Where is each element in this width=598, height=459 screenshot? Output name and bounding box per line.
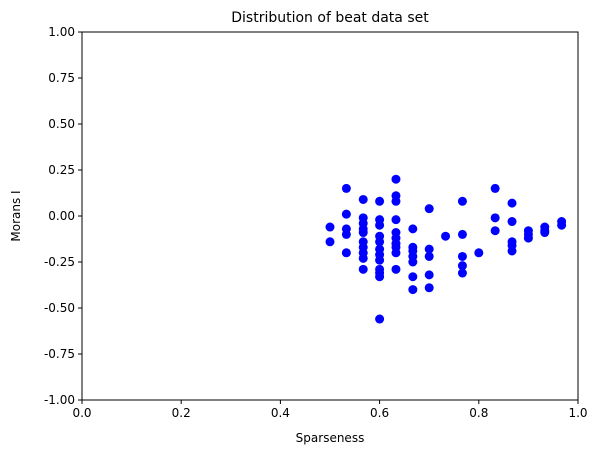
data-point [408, 285, 418, 295]
data-point [375, 255, 385, 265]
axis-ticks: 0.0 0.2 0.4 0.6 0.8 1.0 -1.00 -0.75 -0.50 -0.25 0.… [44, 25, 588, 420]
x-tick-label: 0.0 [72, 406, 91, 420]
data-point [523, 233, 533, 243]
data-point [391, 196, 401, 206]
data-point [424, 283, 434, 293]
y-tick-label: 0.00 [48, 209, 75, 223]
y-tick-label: -0.75 [44, 347, 75, 361]
data-point [457, 268, 467, 278]
data-point [408, 224, 418, 234]
data-point [540, 228, 550, 238]
data-point [341, 209, 351, 219]
data-point [557, 220, 567, 230]
x-tick-label: 0.8 [469, 406, 488, 420]
data-point [424, 270, 434, 280]
data-points [325, 174, 567, 324]
data-point [358, 253, 368, 263]
data-point [424, 204, 434, 214]
x-tick-label: 0.6 [370, 406, 389, 420]
data-point [341, 183, 351, 193]
data-point [507, 217, 517, 227]
data-point [325, 222, 335, 232]
data-point [457, 251, 467, 261]
data-point [408, 272, 418, 282]
data-point [358, 264, 368, 274]
data-point [358, 194, 368, 204]
data-point [341, 229, 351, 239]
chart-title: Distribution of beat data set [231, 10, 429, 26]
x-tick-label: 0.4 [271, 406, 290, 420]
data-point [375, 272, 385, 282]
data-point [408, 257, 418, 267]
data-point [375, 237, 385, 247]
y-tick-label: 0.75 [48, 71, 75, 85]
y-tick-label: -1.00 [44, 393, 75, 407]
data-point [375, 314, 385, 324]
data-point [457, 196, 467, 206]
y-tick-label: 0.50 [48, 117, 75, 131]
y-axis-label: Morans I [9, 190, 23, 241]
y-tick-label: -0.50 [44, 301, 75, 315]
x-axis-label: Sparseness [296, 431, 365, 445]
y-tick-label: -0.25 [44, 255, 75, 269]
data-point [391, 215, 401, 225]
data-point [391, 248, 401, 258]
data-point [358, 228, 368, 238]
data-point [441, 231, 451, 241]
data-point [375, 196, 385, 206]
data-point [457, 261, 467, 271]
data-point [490, 183, 500, 193]
data-point [325, 237, 335, 247]
data-point [391, 264, 401, 274]
y-tick-label: 0.25 [48, 163, 75, 177]
data-point [391, 174, 401, 184]
data-point [490, 226, 500, 236]
x-tick-label: 1.0 [568, 406, 587, 420]
data-point [507, 246, 517, 256]
plot-frame [81, 31, 579, 401]
data-point [375, 220, 385, 230]
data-point [474, 248, 484, 258]
x-tick-label: 0.2 [172, 406, 191, 420]
data-point [424, 244, 434, 254]
data-point [490, 213, 500, 223]
data-point [507, 198, 517, 208]
data-point [341, 248, 351, 258]
data-point [424, 251, 434, 261]
y-tick-label: 1.00 [48, 25, 75, 39]
data-point [457, 229, 467, 239]
